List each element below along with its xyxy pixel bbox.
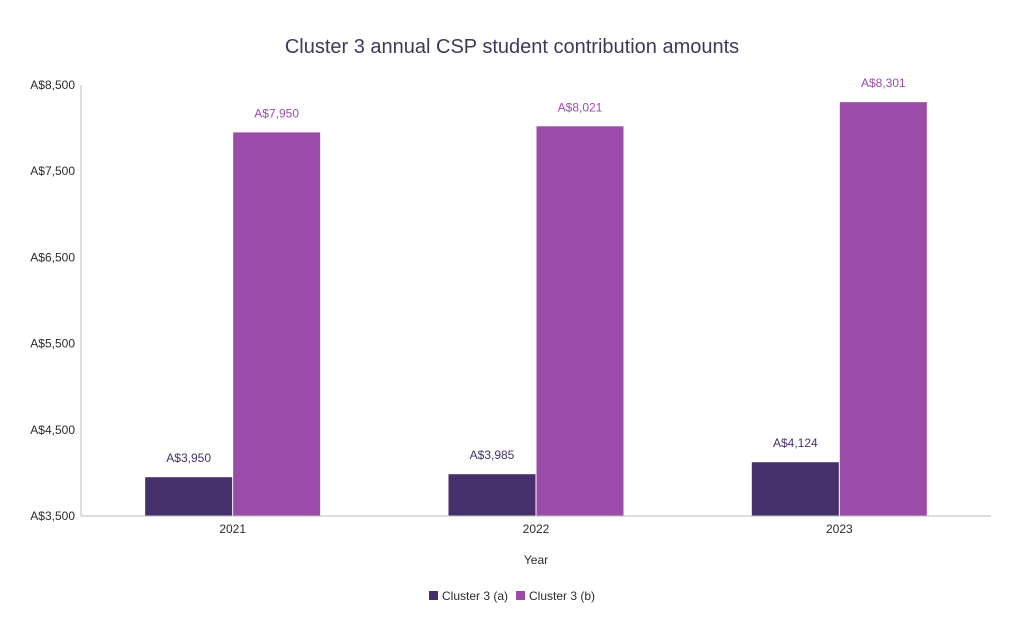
data-label: A$3,950 bbox=[166, 451, 211, 465]
chart-title: Cluster 3 annual CSP student contributio… bbox=[285, 36, 739, 58]
data-label: A$7,950 bbox=[254, 106, 299, 120]
y-tick-label: A$3,500 bbox=[30, 509, 75, 523]
y-tick-label: A$8,500 bbox=[30, 78, 75, 92]
data-labels-group: A$3,950 A$7,950 A$3,985 A$8,021 A$4,124 A$8,3… bbox=[166, 76, 906, 465]
bar-cluster-3-b-2022 bbox=[536, 126, 624, 517]
legend-label-cluster-3-b: Cluster 3 (b) bbox=[529, 589, 595, 603]
y-tick-label: A$5,500 bbox=[30, 337, 75, 351]
bars-group bbox=[145, 102, 927, 517]
legend-label-cluster-3-a: Cluster 3 (a) bbox=[442, 589, 508, 603]
bar-cluster-3-b-2023 bbox=[839, 102, 927, 516]
y-axis-ticks: A$3,500 A$4,500 A$5,500 A$6,500 A$7,500 A$8,5… bbox=[30, 78, 75, 523]
y-tick-label: A$4,500 bbox=[30, 423, 75, 437]
x-tick-label: 2023 bbox=[826, 522, 853, 536]
data-label: A$8,021 bbox=[558, 100, 603, 114]
bar-cluster-3-a-2021 bbox=[145, 477, 233, 516]
x-axis-ticks: 2021 2022 2023 bbox=[219, 522, 853, 536]
legend-swatch-cluster-3-a bbox=[429, 591, 438, 600]
bar-cluster-3-a-2022 bbox=[448, 474, 536, 516]
x-tick-label: 2021 bbox=[219, 522, 246, 536]
data-label: A$4,124 bbox=[773, 436, 818, 450]
legend: Cluster 3 (a) Cluster 3 (b) bbox=[429, 589, 595, 603]
y-tick-label: A$6,500 bbox=[30, 250, 75, 264]
x-axis-title: Year bbox=[524, 553, 548, 567]
bar-cluster-3-b-2021 bbox=[233, 132, 321, 516]
data-label: A$8,301 bbox=[861, 76, 906, 90]
data-label: A$3,985 bbox=[470, 448, 515, 462]
y-tick-label: A$7,500 bbox=[30, 164, 75, 178]
legend-swatch-cluster-3-b bbox=[516, 591, 525, 600]
bar-cluster-3-a-2023 bbox=[751, 462, 839, 516]
x-tick-label: 2022 bbox=[523, 522, 550, 536]
